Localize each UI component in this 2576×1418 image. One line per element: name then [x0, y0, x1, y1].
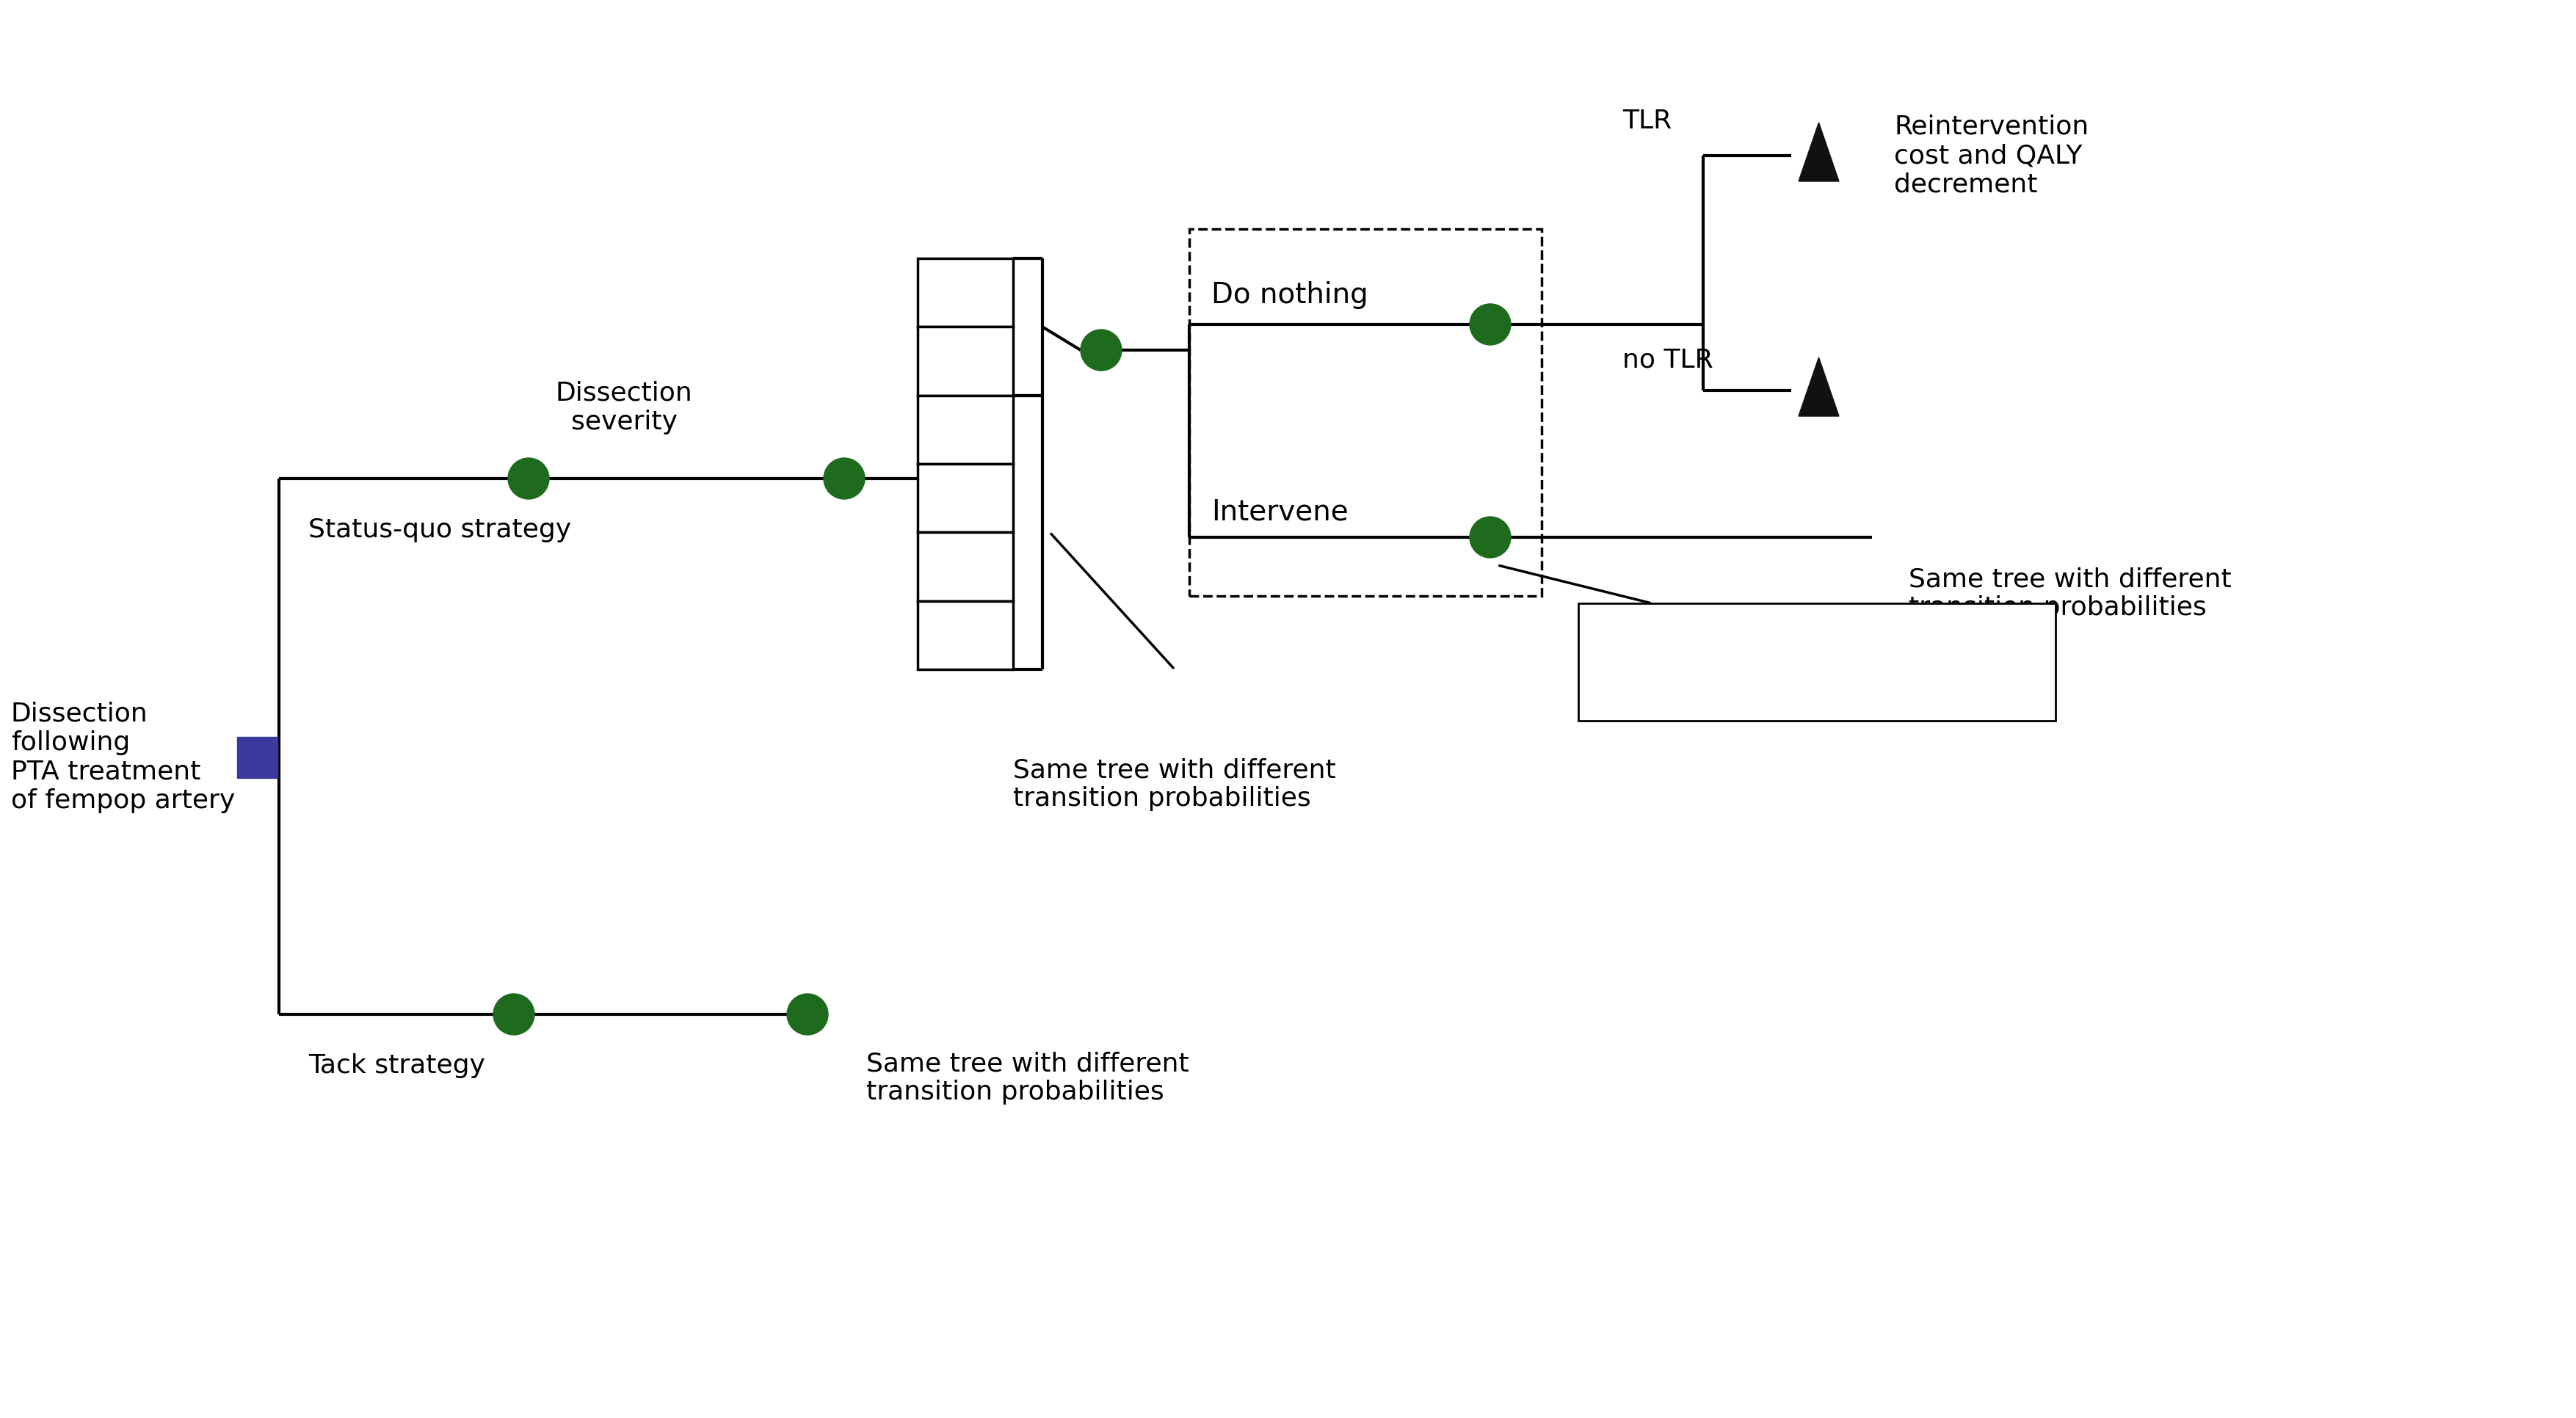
Text: Intervene: Intervene — [1211, 498, 1347, 526]
Circle shape — [495, 994, 533, 1035]
Circle shape — [1471, 303, 1510, 345]
Text: Same tree with different
transition probabilities: Same tree with different transition prob… — [1012, 757, 1337, 811]
Text: Dissection
following
PTA treatment
of fempop artery: Dissection following PTA treatment of fe… — [10, 702, 234, 814]
Polygon shape — [1798, 357, 1839, 415]
Bar — [237, 737, 278, 777]
Text: Status-quo strategy: Status-quo strategy — [309, 518, 572, 543]
Bar — [917, 464, 1012, 532]
Text: E: E — [956, 553, 974, 580]
Text: Probability of intervention
by strategy as per Table 2: Probability of intervention by strategy … — [1656, 635, 1976, 688]
Bar — [917, 532, 1012, 601]
Text: Same tree with different
transition probabilities: Same tree with different transition prob… — [866, 1051, 1190, 1105]
Text: B: B — [956, 347, 976, 374]
Text: D: D — [953, 484, 976, 512]
Bar — [917, 258, 1012, 328]
Text: F: F — [958, 621, 974, 649]
Circle shape — [1079, 329, 1121, 370]
Bar — [1579, 603, 2056, 720]
Polygon shape — [1798, 122, 1839, 182]
Text: Same tree with different
transition probabilities: Same tree with different transition prob… — [1909, 567, 2231, 621]
Text: C: C — [956, 415, 976, 444]
Bar — [917, 396, 1012, 464]
Bar — [917, 328, 1012, 396]
Circle shape — [507, 458, 549, 499]
Text: Tack strategy: Tack strategy — [309, 1054, 484, 1078]
Circle shape — [1471, 516, 1510, 557]
Text: TLR: TLR — [1623, 109, 1672, 133]
Text: Reintervention
cost and QALY
decrement: Reintervention cost and QALY decrement — [1893, 115, 2089, 197]
Circle shape — [788, 994, 827, 1035]
Text: A: A — [956, 279, 976, 306]
Text: Do nothing: Do nothing — [1211, 281, 1368, 309]
Bar — [917, 601, 1012, 669]
Circle shape — [824, 458, 866, 499]
Bar — [1190, 228, 1540, 596]
Text: no TLR: no TLR — [1623, 347, 1713, 372]
Text: Dissection
severity: Dissection severity — [556, 380, 693, 434]
